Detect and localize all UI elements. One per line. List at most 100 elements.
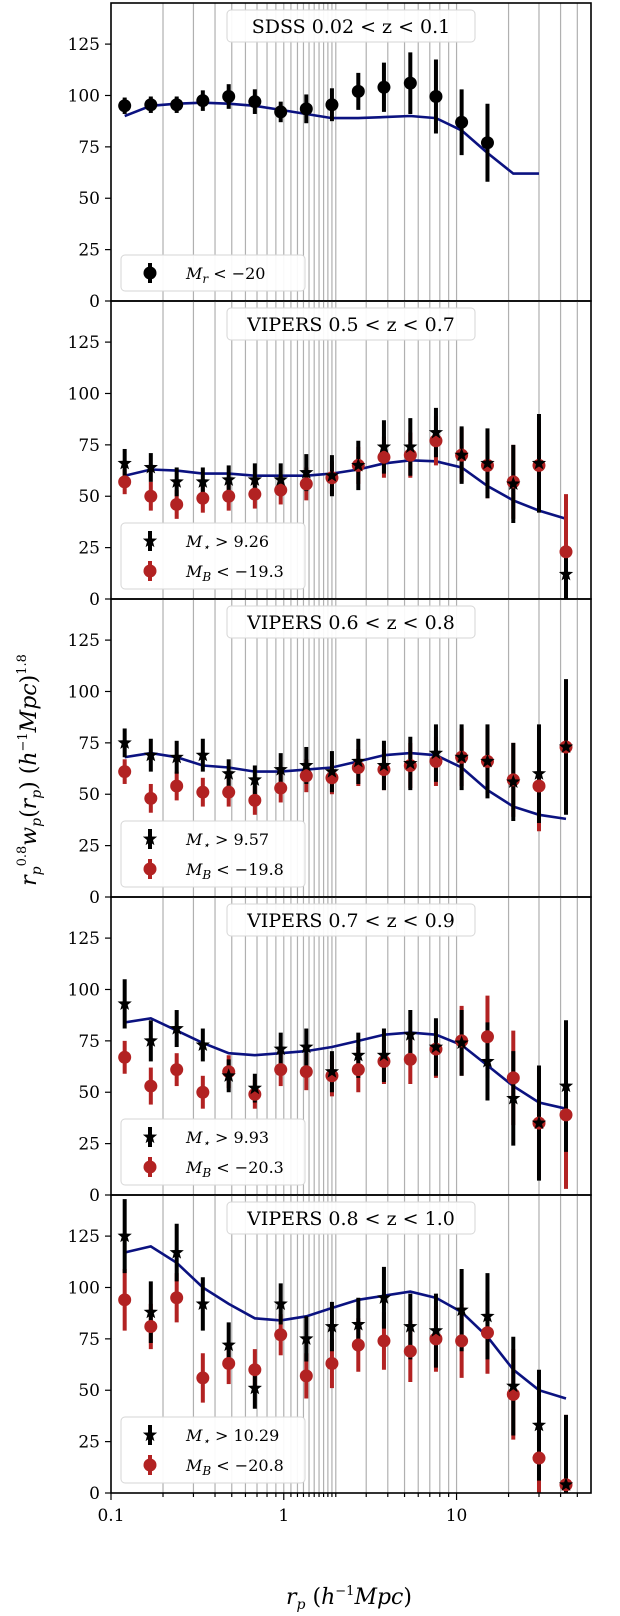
legend-label: MB < −20.8: [185, 1456, 284, 1478]
y-tick-label: 50: [78, 189, 100, 209]
data-point: [195, 1037, 210, 1052]
y-tick-label: 50: [78, 487, 100, 507]
panel-title-box: SDSS 0.02 < z < 0.1: [226, 9, 476, 43]
data-point: [428, 745, 444, 760]
data-point: [376, 757, 392, 772]
data-point: [222, 90, 236, 104]
data-point: [480, 1030, 494, 1044]
panel-3: 0 25 50 75 100 125 VIPERS 0.6 < z < 0.8 M⋆ > 9.…: [68, 598, 592, 908]
data-point: [169, 749, 184, 764]
data-point: [248, 1363, 262, 1377]
y-tick-label: 0: [89, 888, 100, 908]
data-point: [299, 465, 314, 479]
y-tick-label: 0: [89, 1484, 100, 1504]
legend-label: MB < −19.8: [185, 860, 284, 882]
data-point: [196, 491, 210, 505]
data-point: [403, 1027, 418, 1041]
legend: Mr < −20: [120, 254, 306, 292]
data-point: [170, 497, 184, 511]
y-axis-label: rp0.8wp(rp) (h−1Mpc)1.8: [15, 654, 45, 886]
data-point: [143, 1033, 158, 1047]
data-point: [428, 1039, 444, 1054]
model-line: [124, 751, 567, 821]
y-tick-label: 0: [89, 590, 100, 610]
panel-title-box: VIPERS 0.6 < z < 0.8: [226, 605, 476, 639]
data-point: [531, 455, 547, 470]
panel-1: 0 25 50 75 100 125 SDSS 0.02 < z < 0.1 Mr < −20: [68, 2, 592, 312]
y-tick-label: 100: [68, 1278, 100, 1298]
legend-marker: [143, 266, 157, 280]
data-point: [480, 1053, 495, 1068]
plot-area: [117, 1199, 574, 1493]
data-point: [299, 1331, 314, 1345]
data-point: [221, 1337, 236, 1352]
y-tick-label: 125: [68, 1227, 100, 1247]
data-point: [403, 448, 417, 462]
legend-marker: [142, 831, 158, 846]
data-point: [455, 115, 469, 129]
plot-area: [117, 979, 574, 1189]
data-point: [559, 545, 573, 559]
y-tick-label: 25: [78, 241, 100, 261]
data-point: [274, 105, 288, 119]
data-point: [429, 754, 443, 768]
data-point: [118, 765, 132, 779]
data-point: [248, 487, 262, 501]
data-point: [531, 1115, 547, 1130]
data-point: [403, 76, 417, 90]
panel-title: VIPERS 0.8 < z < 1.0: [246, 1208, 455, 1230]
legend: M⋆ > 9.26 MB < −19.3: [120, 522, 306, 590]
data-point: [248, 95, 262, 109]
data-point: [558, 1477, 574, 1491]
data-point: [144, 98, 158, 112]
panel-title-box: VIPERS 0.5 < z < 0.7: [226, 307, 476, 341]
data-point: [376, 1290, 392, 1304]
data-point: [247, 1380, 262, 1395]
data-point: [170, 1291, 184, 1305]
data-point: [351, 753, 366, 768]
legend: M⋆ > 9.93 MB < −20.3: [120, 1118, 306, 1186]
y-tick-label: 100: [68, 980, 100, 1000]
data-point: [506, 774, 521, 788]
data-point: [506, 476, 521, 490]
grid-lines: [162, 897, 578, 1195]
data-point: [144, 791, 158, 805]
y-tick-label: 75: [78, 734, 100, 754]
y-tick-label: 100: [68, 682, 100, 702]
data-point: [274, 781, 288, 795]
data-point: [299, 769, 313, 783]
data-point: [299, 102, 313, 116]
y-tick-label: 75: [78, 1330, 100, 1350]
y-tick-label: 125: [68, 333, 100, 353]
data-point: [222, 785, 236, 799]
y-tick-label: 125: [68, 35, 100, 55]
legend-label: MB < −20.3: [185, 1158, 284, 1180]
data-point: [273, 472, 288, 486]
data-point: [324, 468, 340, 482]
data-point: [195, 747, 210, 762]
model-line: [124, 1016, 567, 1110]
data-point: [248, 793, 262, 807]
y-tick-label: 50: [78, 785, 100, 805]
data-point: [376, 1047, 392, 1062]
data-point: [506, 1378, 521, 1393]
data-point: [531, 766, 547, 780]
y-tick-label: 100: [68, 86, 100, 106]
y-tick-label: 25: [78, 837, 100, 857]
data-point: [506, 1071, 520, 1085]
plot-area: [117, 679, 574, 832]
data-point: [506, 1387, 520, 1401]
panel-title: VIPERS 0.6 < z < 0.8: [246, 612, 455, 634]
legend-marker: [142, 533, 158, 548]
y-tick-label: 100: [68, 384, 100, 404]
legend-label: Mr < −20: [185, 264, 265, 286]
data-point: [403, 1344, 417, 1358]
data-point: [325, 98, 339, 112]
panel-title: SDSS 0.02 < z < 0.1: [252, 16, 451, 38]
data-point: [144, 1320, 158, 1334]
data-point: [532, 1451, 546, 1465]
panels: 0 25 50 75 100 125 SDSS 0.02 < z < 0.1 Mr < −20…: [68, 2, 592, 1504]
data-point: [403, 1052, 417, 1066]
legend-label: M⋆ > 9.57: [185, 830, 269, 852]
data-point: [324, 764, 340, 778]
